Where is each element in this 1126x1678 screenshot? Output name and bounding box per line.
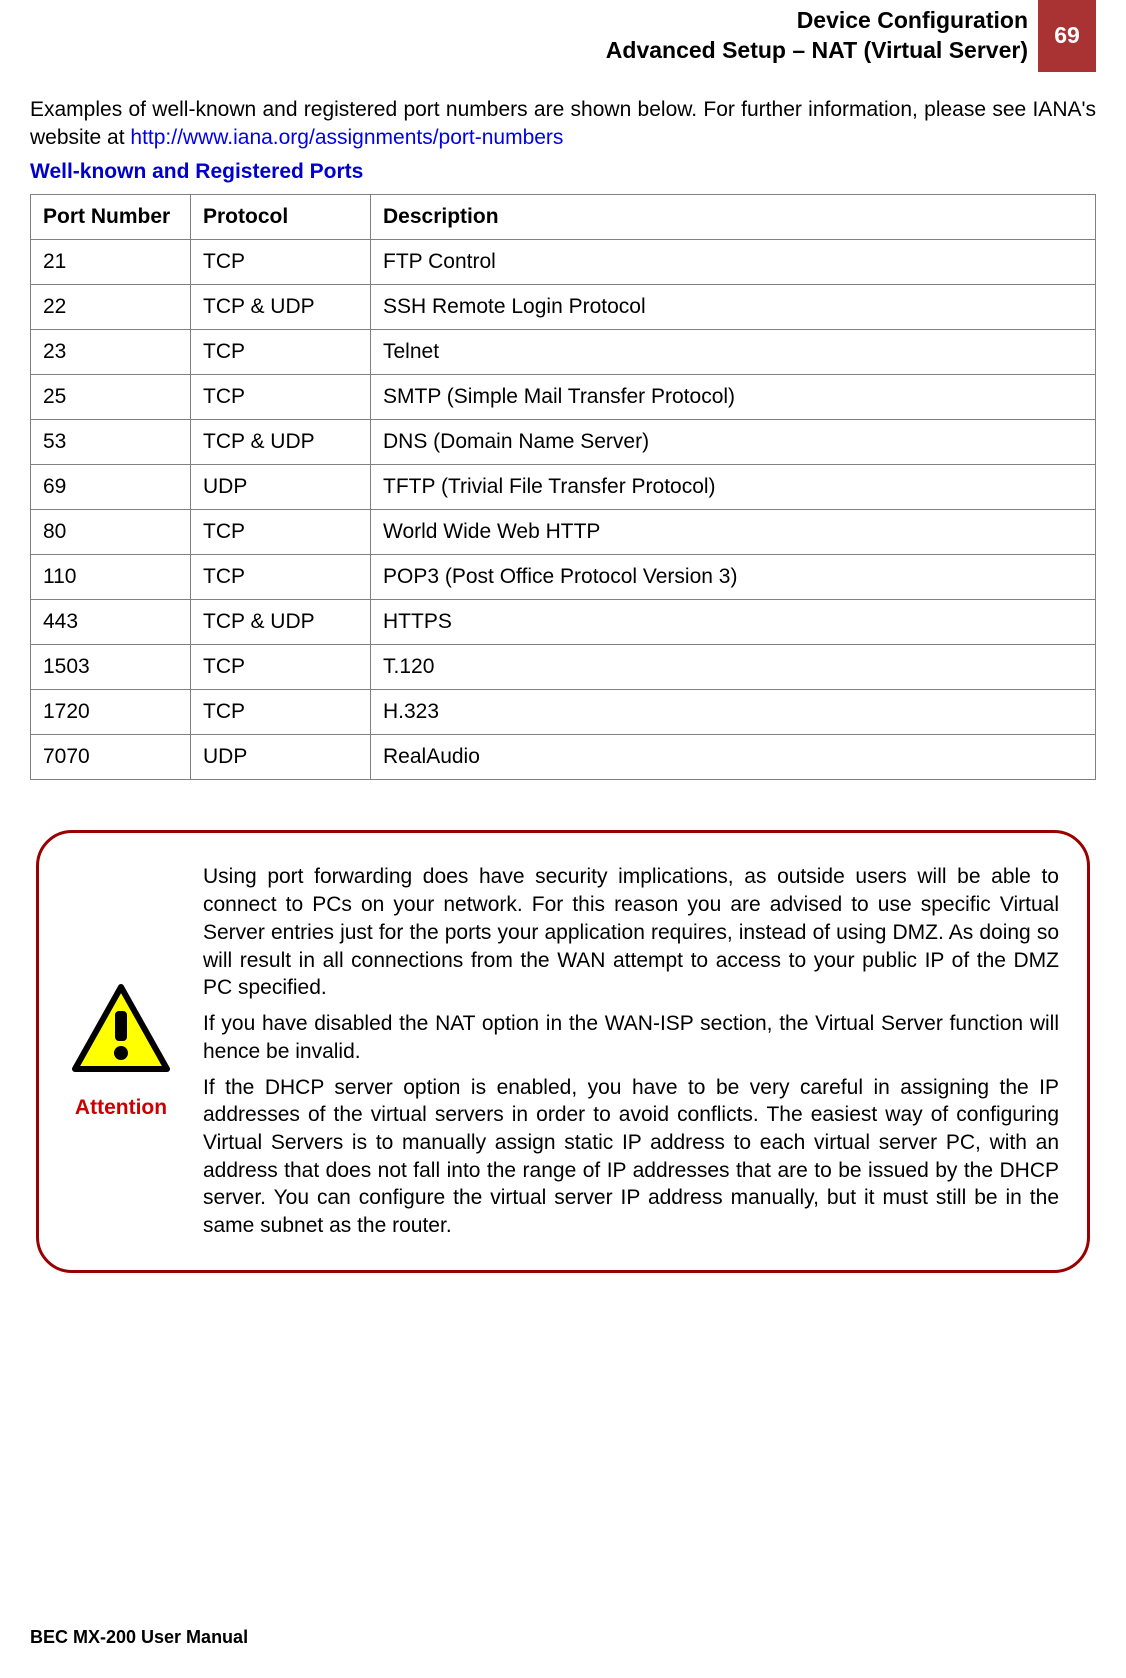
table-cell: 53: [31, 420, 191, 465]
table-cell: 23: [31, 330, 191, 375]
table-cell: UDP: [191, 735, 371, 780]
attention-callout: Attention Using port forwarding does hav…: [36, 830, 1090, 1272]
attention-text: Using port forwarding does have security…: [203, 863, 1059, 1239]
ports-table: Port Number Protocol Description 21TCPFT…: [30, 194, 1096, 780]
table-cell: H.323: [371, 690, 1096, 735]
table-cell: TCP & UDP: [191, 600, 371, 645]
header-line2: Advanced Setup – NAT (Virtual Server): [606, 37, 1028, 63]
iana-link[interactable]: http://www.iana.org/assignments/port-num…: [130, 126, 563, 149]
table-cell: RealAudio: [371, 735, 1096, 780]
intro-paragraph: Examples of well-known and registered po…: [30, 96, 1096, 153]
table-cell: 110: [31, 555, 191, 600]
table-cell: FTP Control: [371, 240, 1096, 285]
table-cell: UDP: [191, 465, 371, 510]
section-title: Well-known and Registered Ports: [30, 160, 1096, 184]
table-row: 53TCP & UDPDNS (Domain Name Server): [31, 420, 1096, 465]
attention-paragraph: If the DHCP server option is enabled, yo…: [203, 1074, 1059, 1240]
page-number-badge: 69: [1038, 0, 1096, 72]
table-cell: POP3 (Post Office Protocol Version 3): [371, 555, 1096, 600]
table-header-row: Port Number Protocol Description: [31, 195, 1096, 240]
table-row: 80TCPWorld Wide Web HTTP: [31, 510, 1096, 555]
table-cell: DNS (Domain Name Server): [371, 420, 1096, 465]
table-cell: 1503: [31, 645, 191, 690]
table-cell: 7070: [31, 735, 191, 780]
table-cell: 69: [31, 465, 191, 510]
table-cell: 22: [31, 285, 191, 330]
header-title: Device Configuration Advanced Setup – NA…: [606, 0, 1038, 72]
table-cell: HTTPS: [371, 600, 1096, 645]
table-cell: TCP: [191, 510, 371, 555]
table-row: 22TCP & UDPSSH Remote Login Protocol: [31, 285, 1096, 330]
table-cell: 1720: [31, 690, 191, 735]
table-cell: World Wide Web HTTP: [371, 510, 1096, 555]
table-cell: TCP & UDP: [191, 420, 371, 465]
page-number: 69: [1054, 22, 1080, 49]
table-row: 21TCPFTP Control: [31, 240, 1096, 285]
col-header-port: Port Number: [31, 195, 191, 240]
warning-triangle-icon: [71, 983, 171, 1078]
table-cell: TCP: [191, 690, 371, 735]
attention-paragraph: If you have disabled the NAT option in t…: [203, 1010, 1059, 1065]
table-cell: 80: [31, 510, 191, 555]
header-line1: Device Configuration: [797, 7, 1028, 33]
attention-icon-column: Attention: [51, 983, 191, 1120]
table-cell: 25: [31, 375, 191, 420]
table-cell: SSH Remote Login Protocol: [371, 285, 1096, 330]
attention-paragraph: Using port forwarding does have security…: [203, 863, 1059, 1002]
table-row: 1503TCPT.120: [31, 645, 1096, 690]
table-cell: TCP: [191, 240, 371, 285]
table-row: 110TCPPOP3 (Post Office Protocol Version…: [31, 555, 1096, 600]
table-cell: TCP: [191, 330, 371, 375]
table-row: 7070UDPRealAudio: [31, 735, 1096, 780]
footer-text: BEC MX-200 User Manual: [30, 1627, 248, 1648]
table-cell: TCP & UDP: [191, 285, 371, 330]
table-cell: 443: [31, 600, 191, 645]
table-row: 25TCPSMTP (Simple Mail Transfer Protocol…: [31, 375, 1096, 420]
table-cell: T.120: [371, 645, 1096, 690]
table-cell: SMTP (Simple Mail Transfer Protocol): [371, 375, 1096, 420]
table-cell: Telnet: [371, 330, 1096, 375]
table-cell: TCP: [191, 375, 371, 420]
col-header-protocol: Protocol: [191, 195, 371, 240]
col-header-description: Description: [371, 195, 1096, 240]
table-row: 443TCP & UDPHTTPS: [31, 600, 1096, 645]
page-header: Device Configuration Advanced Setup – NA…: [30, 0, 1096, 72]
table-row: 1720TCPH.323: [31, 690, 1096, 735]
attention-label: Attention: [75, 1096, 167, 1120]
table-cell: TCP: [191, 645, 371, 690]
table-cell: 21: [31, 240, 191, 285]
table-row: 69UDPTFTP (Trivial File Transfer Protoco…: [31, 465, 1096, 510]
table-cell: TCP: [191, 555, 371, 600]
table-cell: TFTP (Trivial File Transfer Protocol): [371, 465, 1096, 510]
table-row: 23TCPTelnet: [31, 330, 1096, 375]
